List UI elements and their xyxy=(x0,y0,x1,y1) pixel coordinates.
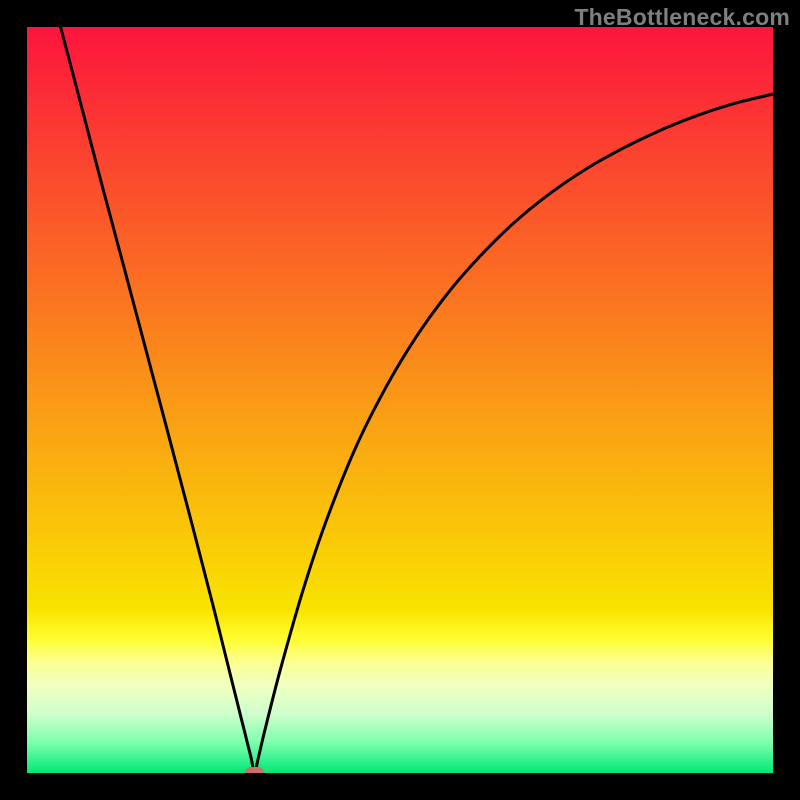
watermark-label: TheBottleneck.com xyxy=(574,4,790,31)
gradient-background xyxy=(27,27,773,773)
plot-area xyxy=(27,27,773,773)
chart-frame: TheBottleneck.com xyxy=(0,0,800,800)
chart-svg xyxy=(27,27,773,773)
minimum-marker xyxy=(245,767,264,773)
